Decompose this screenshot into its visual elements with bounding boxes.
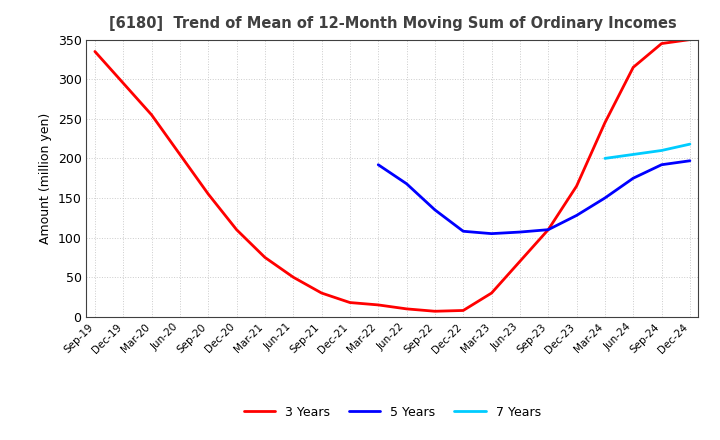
Legend: 3 Years, 5 Years, 7 Years: 3 Years, 5 Years, 7 Years [239, 401, 546, 424]
7 Years [600, 156, 609, 161]
5 Years [374, 162, 382, 167]
5 Years [600, 195, 609, 201]
3 Years [176, 152, 184, 157]
5 Years [516, 229, 524, 235]
3 Years [657, 41, 666, 46]
3 Years [431, 308, 439, 314]
5 Years [657, 162, 666, 167]
3 Years [91, 49, 99, 54]
5 Years [629, 176, 637, 181]
5 Years [544, 227, 552, 232]
3 Years [402, 306, 411, 312]
Y-axis label: Amount (million yen): Amount (million yen) [39, 113, 52, 244]
3 Years [374, 302, 382, 308]
3 Years [516, 259, 524, 264]
3 Years [148, 112, 156, 117]
3 Years [685, 37, 694, 42]
3 Years [459, 308, 467, 313]
7 Years [657, 148, 666, 153]
7 Years [629, 152, 637, 157]
3 Years [487, 290, 496, 296]
5 Years [431, 207, 439, 213]
7 Years [685, 142, 694, 147]
5 Years [487, 231, 496, 236]
5 Years [459, 229, 467, 234]
Line: 3 Years: 3 Years [95, 40, 690, 311]
3 Years [318, 290, 326, 296]
Line: 5 Years: 5 Years [378, 161, 690, 234]
3 Years [233, 227, 241, 232]
3 Years [600, 120, 609, 125]
3 Years [629, 65, 637, 70]
3 Years [204, 191, 212, 197]
Line: 7 Years: 7 Years [605, 144, 690, 158]
5 Years [572, 213, 581, 218]
Title: [6180]  Trend of Mean of 12-Month Moving Sum of Ordinary Incomes: [6180] Trend of Mean of 12-Month Moving … [109, 16, 676, 32]
3 Years [544, 227, 552, 232]
3 Years [261, 255, 269, 260]
3 Years [289, 275, 297, 280]
3 Years [572, 183, 581, 189]
3 Years [346, 300, 354, 305]
5 Years [402, 181, 411, 187]
5 Years [685, 158, 694, 163]
3 Years [119, 81, 127, 86]
